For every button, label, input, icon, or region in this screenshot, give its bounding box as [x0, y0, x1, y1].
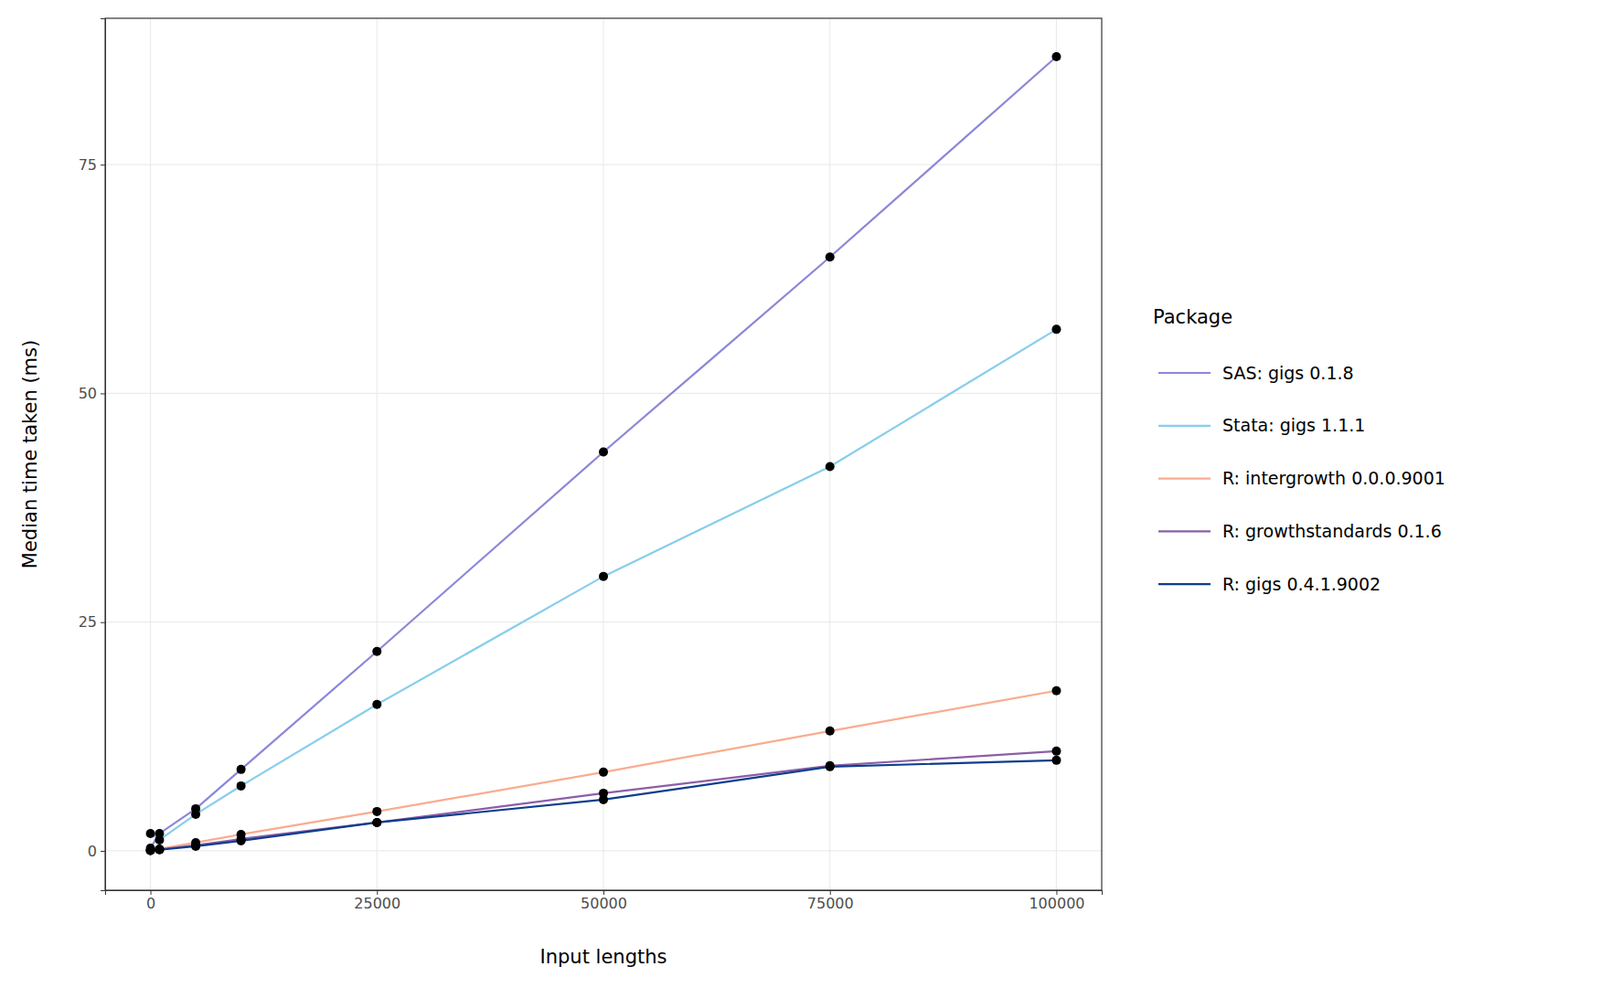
y-tick-mark: [100, 851, 106, 853]
point: [154, 844, 164, 854]
y-tick-label: 25: [78, 613, 97, 631]
y-tick-mark: [100, 393, 106, 395]
y-tick-label: 50: [78, 384, 97, 403]
x-tick-label: 75000: [807, 895, 854, 913]
point: [146, 829, 156, 839]
grid-line-x: [376, 18, 378, 891]
plot-area: [146, 52, 1062, 855]
legend-label: R: intergrowth 0.0.0.9001: [1222, 468, 1446, 489]
legend: Package SAS: gigs 0.1.8 Stata: gigs 1.1.1 R…: [1152, 306, 1446, 595]
point: [598, 572, 608, 582]
point: [191, 842, 201, 852]
y-axis: 0 25 50 75: [78, 19, 107, 892]
grid-line-y: [105, 850, 1102, 852]
legend-key: [1158, 372, 1211, 374]
point: [372, 818, 382, 828]
x-tick-mark: [150, 890, 152, 896]
point: [154, 845, 164, 855]
point: [146, 845, 156, 855]
x-tick: 25000: [353, 890, 401, 913]
y-axis-line: [100, 19, 107, 892]
y-tick-label: 75: [78, 156, 97, 174]
legend-label: Stata: gigs 1.1.1: [1222, 415, 1366, 436]
x-axis-line: [106, 891, 1103, 896]
x-tick: 100000: [1028, 890, 1085, 913]
point: [825, 252, 835, 262]
legend-key: [1158, 583, 1211, 586]
point: [1051, 52, 1061, 62]
grid: [105, 18, 1102, 891]
y-tick: 0: [87, 842, 106, 861]
point: [236, 765, 246, 775]
grid-line-x: [149, 18, 151, 891]
point: [1051, 686, 1061, 696]
point: [825, 726, 835, 736]
plot-frame: [105, 18, 1102, 891]
x-tick-label: 25000: [353, 895, 401, 913]
legend-label: R: gigs 0.4.1.9002: [1222, 574, 1381, 595]
point: [154, 844, 164, 854]
point: [598, 447, 608, 457]
legend-key: [1158, 477, 1211, 480]
point: [236, 836, 246, 846]
y-tick: 75: [78, 156, 106, 174]
point: [146, 845, 156, 855]
point: [372, 700, 382, 710]
y-tick: 25: [78, 613, 106, 631]
point: [236, 781, 246, 791]
grid-line-y: [105, 621, 1102, 623]
x-tick: 0: [146, 890, 156, 913]
point: [372, 647, 382, 657]
legend-label: SAS: gigs 0.1.8: [1222, 362, 1355, 384]
point: [1051, 746, 1061, 757]
y-tick-mark: [100, 622, 106, 624]
x-tick-mark: [603, 890, 605, 896]
y-tick-mark: [100, 164, 106, 166]
y-axis-title: Median time taken (ms): [19, 340, 42, 569]
x-tick: 75000: [807, 890, 854, 913]
point: [372, 807, 382, 817]
series-line: [150, 751, 1057, 852]
legend-key: [1158, 530, 1211, 533]
point: [146, 845, 156, 855]
legend-key: [1158, 425, 1211, 427]
grid-line-y: [105, 164, 1102, 166]
grid-line-x: [829, 18, 831, 891]
x-axis-title: Input lengths: [540, 946, 668, 969]
point: [372, 818, 382, 828]
point: [825, 462, 835, 472]
point: [1051, 324, 1061, 334]
x-tick-mark: [376, 890, 378, 896]
point: [825, 762, 835, 772]
chart: 0 25000 50000 75000 100000 0 25 50 75 Input lengt…: [0, 0, 1600, 988]
legend-title: Package: [1152, 306, 1233, 329]
point: [191, 810, 201, 820]
x-tick-label: 0: [146, 895, 156, 913]
x-tick-mark: [1056, 890, 1057, 896]
point: [598, 795, 608, 805]
point: [598, 768, 608, 778]
x-tick: 50000: [580, 890, 628, 913]
y-tick-label: 0: [87, 842, 97, 861]
x-tick-label: 100000: [1028, 895, 1085, 913]
legend-label: R: growthstandards 0.1.6: [1222, 521, 1442, 542]
plot-background: [105, 18, 1102, 891]
point: [1051, 756, 1061, 766]
x-axis: 0 25000 50000 75000 100000: [106, 890, 1103, 913]
series-line: [150, 760, 1057, 852]
y-tick: 50: [78, 384, 106, 403]
point: [154, 835, 164, 845]
series-line: [150, 691, 1057, 852]
x-tick-mark: [830, 890, 832, 896]
series-line: [150, 56, 1057, 849]
x-tick-label: 50000: [580, 895, 628, 913]
